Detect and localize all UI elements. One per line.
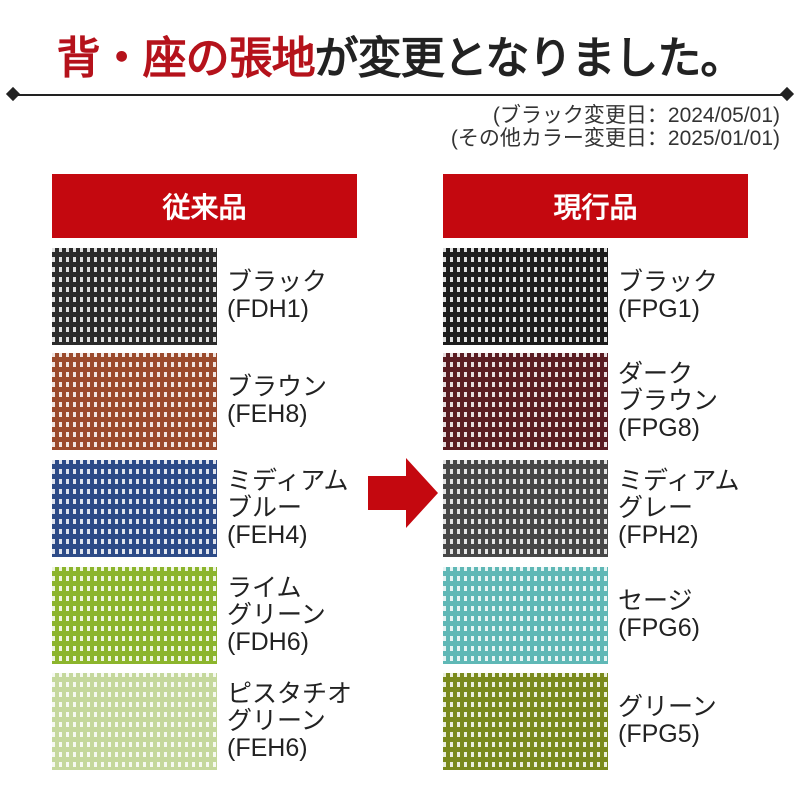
arrow-right-icon: [368, 458, 438, 528]
color-name: ライム グリーン: [227, 573, 326, 629]
color-code: (FEH4): [227, 520, 308, 549]
color-code: (FPG5): [618, 720, 700, 748]
swatch-old-3: [52, 567, 217, 664]
swatch-old-0: [52, 248, 217, 345]
other-change-date: (その他カラー変更日：2025/01/01): [450, 127, 780, 150]
swatch-label: ミディアム ブルー (FEH4): [227, 466, 349, 549]
swatch-label: ダーク ブラウン (FPG8): [618, 359, 719, 442]
swatch-new-0: [443, 248, 608, 345]
color-name: ダーク ブラウン: [618, 359, 719, 415]
swatch-label: ピスタチオ グリーン (FEH6): [227, 679, 353, 762]
change-dates: (ブラック変更日：2024/05/01) (その他カラー変更日：2025/01/…: [451, 104, 780, 150]
swatch-new-2: [443, 460, 608, 557]
new-header: 現行品: [443, 174, 748, 238]
color-name: ブラウン: [227, 373, 328, 401]
swatch-label: セージ (FPG6): [618, 588, 700, 642]
color-name: セージ: [618, 587, 693, 615]
swatch-label: グリーン (FPG5): [618, 694, 717, 748]
color-name: ブラック: [227, 268, 328, 296]
swatch-label: ミディアム グレー (FPH2): [618, 466, 740, 549]
color-code: (FDH1): [227, 295, 309, 323]
swatch-old-2: [52, 460, 217, 557]
color-code: (FPH2): [618, 520, 699, 549]
swatch-new-4: [443, 673, 608, 770]
old-header: 従来品: [52, 174, 357, 238]
color-code: (FEH6): [227, 733, 308, 762]
title-highlight: 背・座の張地: [56, 33, 316, 84]
color-code: (FPG8): [618, 413, 700, 442]
divider-end-left: [5, 86, 21, 102]
color-name: ミディアム グレー: [618, 466, 740, 522]
color-name: ピスタチオ グリーン: [227, 679, 353, 735]
swatch-label: ブラウン (FEH8): [227, 374, 327, 428]
swatch-label: ブラック (FPG1): [618, 269, 718, 323]
page-title: 背・座の張地が変更となりました。: [0, 22, 800, 86]
swatch-old-4: [52, 673, 217, 770]
color-name: グリーン: [618, 693, 717, 721]
color-code: (FDH6): [227, 627, 309, 656]
swatch-label: ライム グリーン (FDH6): [227, 573, 326, 656]
divider: [12, 94, 788, 96]
color-name: ブラック: [618, 268, 719, 296]
title-rest: が変更となりました。: [314, 33, 745, 84]
divider-end-right: [779, 86, 795, 102]
color-code: (FPG1): [618, 295, 700, 323]
color-code: (FPG6): [618, 614, 700, 642]
swatch-new-3: [443, 567, 608, 664]
color-name: ミディアム ブルー: [227, 466, 349, 522]
swatch-label: ブラック (FDH1): [227, 269, 327, 323]
color-code: (FEH8): [227, 400, 308, 428]
swatch-new-1: [443, 353, 608, 450]
swatch-old-1: [52, 353, 217, 450]
black-change-date: (ブラック変更日：2024/05/01): [492, 104, 780, 127]
